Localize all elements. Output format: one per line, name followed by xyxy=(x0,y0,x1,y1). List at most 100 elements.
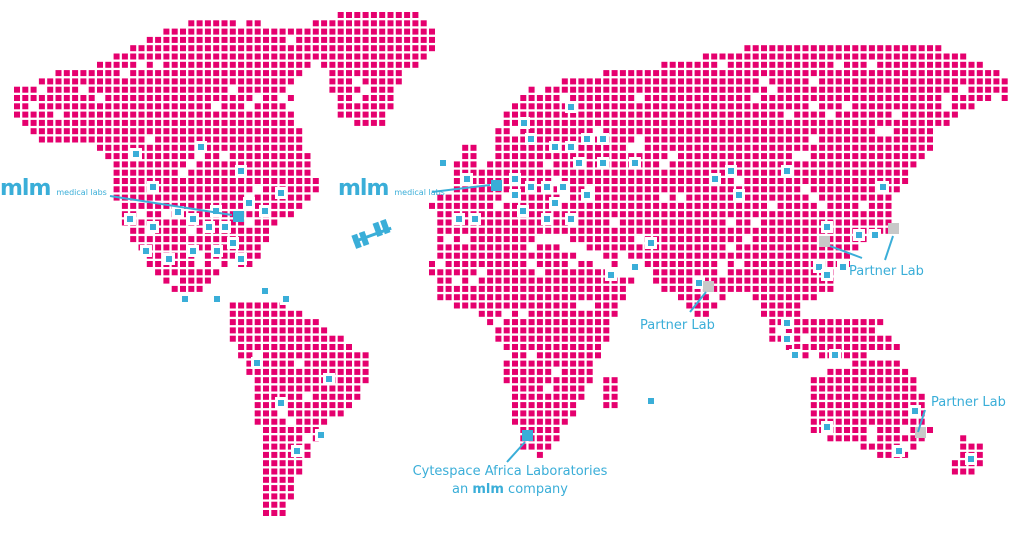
office-marker[interactable] xyxy=(283,296,289,302)
partner-lab-marker[interactable] xyxy=(819,236,830,247)
office-marker[interactable] xyxy=(832,352,838,358)
land-tile xyxy=(537,303,543,309)
office-marker[interactable] xyxy=(552,200,558,206)
office-marker[interactable] xyxy=(190,248,196,254)
office-marker[interactable] xyxy=(127,216,133,222)
office-marker[interactable] xyxy=(294,448,300,454)
land-tile xyxy=(537,120,543,126)
office-marker[interactable] xyxy=(206,224,212,230)
office-marker[interactable] xyxy=(584,136,590,142)
office-marker[interactable] xyxy=(648,398,654,404)
office-marker[interactable] xyxy=(736,192,742,198)
hq-marker[interactable] xyxy=(491,180,502,191)
office-marker[interactable] xyxy=(568,144,574,150)
office-marker[interactable] xyxy=(824,424,830,430)
office-marker[interactable] xyxy=(712,176,718,182)
office-marker[interactable] xyxy=(262,208,268,214)
land-tile xyxy=(927,137,933,143)
land-tile xyxy=(379,12,385,18)
office-marker[interactable] xyxy=(222,224,228,230)
office-marker[interactable] xyxy=(824,272,830,278)
office-marker[interactable] xyxy=(456,216,462,222)
office-marker[interactable] xyxy=(214,248,220,254)
office-marker[interactable] xyxy=(143,248,149,254)
office-marker[interactable] xyxy=(230,240,236,246)
office-marker[interactable] xyxy=(568,104,574,110)
land-tile xyxy=(703,195,709,201)
land-tile xyxy=(280,178,286,184)
office-marker[interactable] xyxy=(856,232,862,238)
office-marker[interactable] xyxy=(528,136,534,142)
office-marker[interactable] xyxy=(896,448,902,454)
office-marker[interactable] xyxy=(632,264,638,270)
land-tile xyxy=(504,294,510,300)
office-marker[interactable] xyxy=(824,224,830,230)
office-marker[interactable] xyxy=(182,296,188,302)
office-marker[interactable] xyxy=(262,288,268,294)
office-marker[interactable] xyxy=(246,200,252,206)
land-tile xyxy=(869,161,875,167)
office-marker[interactable] xyxy=(784,168,790,174)
office-marker[interactable] xyxy=(326,376,332,382)
office-marker[interactable] xyxy=(175,209,181,215)
hq-marker[interactable] xyxy=(233,211,244,222)
office-marker[interactable] xyxy=(318,432,324,438)
land-tile xyxy=(296,29,302,35)
office-marker[interactable] xyxy=(198,144,204,150)
office-marker[interactable] xyxy=(278,400,284,406)
office-marker[interactable] xyxy=(190,216,196,222)
office-marker[interactable] xyxy=(238,168,244,174)
office-marker[interactable] xyxy=(544,184,550,190)
office-marker[interactable] xyxy=(968,456,974,462)
land-tile xyxy=(886,394,892,400)
office-marker[interactable] xyxy=(166,256,172,262)
partner-lab-marker[interactable] xyxy=(915,427,926,438)
land-tile xyxy=(919,145,925,151)
office-marker[interactable] xyxy=(600,136,606,142)
office-marker[interactable] xyxy=(528,184,534,190)
office-marker[interactable] xyxy=(521,120,527,126)
land-tile xyxy=(454,203,460,209)
office-marker[interactable] xyxy=(520,208,526,214)
office-marker[interactable] xyxy=(784,320,790,326)
office-marker[interactable] xyxy=(648,240,654,246)
office-marker[interactable] xyxy=(238,256,244,262)
land-tile xyxy=(852,62,858,68)
office-marker[interactable] xyxy=(576,160,582,166)
office-marker[interactable] xyxy=(632,160,638,166)
office-marker[interactable] xyxy=(278,190,284,196)
office-marker[interactable] xyxy=(464,176,470,182)
office-marker[interactable] xyxy=(584,192,590,198)
office-marker[interactable] xyxy=(254,360,260,366)
office-marker[interactable] xyxy=(696,280,702,286)
land-tile xyxy=(661,87,667,93)
partner-lab-marker[interactable] xyxy=(888,223,899,234)
office-marker[interactable] xyxy=(880,184,886,190)
land-tile xyxy=(811,203,817,209)
office-marker[interactable] xyxy=(150,184,156,190)
office-marker[interactable] xyxy=(440,160,446,166)
office-marker[interactable] xyxy=(840,264,846,270)
office-marker[interactable] xyxy=(150,224,156,230)
office-marker[interactable] xyxy=(872,232,878,238)
office-marker[interactable] xyxy=(472,216,478,222)
land-tile xyxy=(927,427,933,433)
office-marker[interactable] xyxy=(784,336,790,342)
office-marker[interactable] xyxy=(512,192,518,198)
office-marker[interactable] xyxy=(568,216,574,222)
office-marker[interactable] xyxy=(792,352,798,358)
land-tile xyxy=(761,236,767,242)
hq-marker[interactable] xyxy=(522,430,533,441)
office-marker[interactable] xyxy=(133,151,139,157)
office-marker[interactable] xyxy=(560,184,566,190)
office-marker[interactable] xyxy=(608,272,614,278)
partner-lab-marker[interactable] xyxy=(703,281,714,292)
office-marker[interactable] xyxy=(600,160,606,166)
office-marker[interactable] xyxy=(912,408,918,414)
office-marker[interactable] xyxy=(552,144,558,150)
land-tile xyxy=(246,344,252,350)
office-marker[interactable] xyxy=(512,176,518,182)
office-marker[interactable] xyxy=(544,216,550,222)
office-marker[interactable] xyxy=(728,168,734,174)
office-marker[interactable] xyxy=(214,296,220,302)
